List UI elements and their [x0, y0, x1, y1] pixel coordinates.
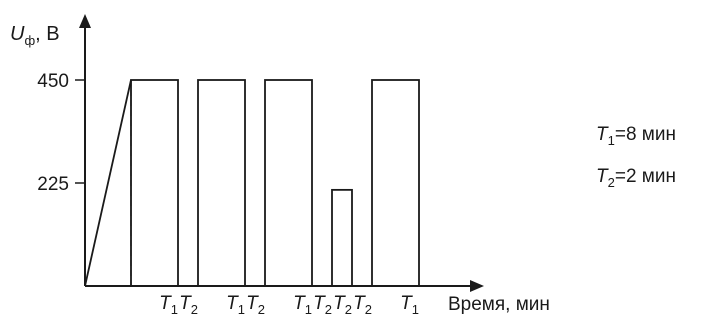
y-axis-arrow — [79, 14, 91, 28]
legend: T1=8 мин T2=2 мин — [596, 124, 676, 190]
pulse-0 — [130, 79, 179, 287]
x-axis-label: Время, мин — [448, 294, 550, 315]
pulse-6 — [331, 188, 353, 287]
pulse-4 — [264, 79, 313, 287]
ramp-line — [84, 79, 132, 287]
x-tick-label-4: T1 — [293, 293, 312, 317]
legend-item-t2: T2=2 мин — [596, 166, 676, 190]
legend-item-t1: T1=8 мин — [596, 124, 676, 148]
x-tick-label-5: T2 — [313, 293, 332, 317]
x-tick-label-0: T1 — [159, 293, 178, 317]
x-axis-arrow — [470, 280, 484, 292]
pulse-2 — [197, 79, 246, 287]
x-tick-label-6: T2 — [333, 293, 352, 317]
y-axis-unit: , В — [35, 23, 59, 45]
x-tick-label-1: T2 — [179, 293, 198, 317]
x-tick-label-7: T2 — [353, 293, 372, 317]
x-tick-label-2: T1 — [226, 293, 245, 317]
y-axis-label: Uф, В — [10, 23, 60, 48]
y-axis-symbol: U — [10, 23, 25, 45]
x-tick-label-8: T1 — [400, 293, 419, 317]
y-axis-subscript: ф — [24, 33, 35, 48]
y-tick-label-450: 450 — [37, 71, 69, 92]
x-tick-label-3: T2 — [246, 293, 265, 317]
y-tick-label-225: 225 — [37, 174, 69, 195]
pulse-8 — [371, 79, 420, 287]
